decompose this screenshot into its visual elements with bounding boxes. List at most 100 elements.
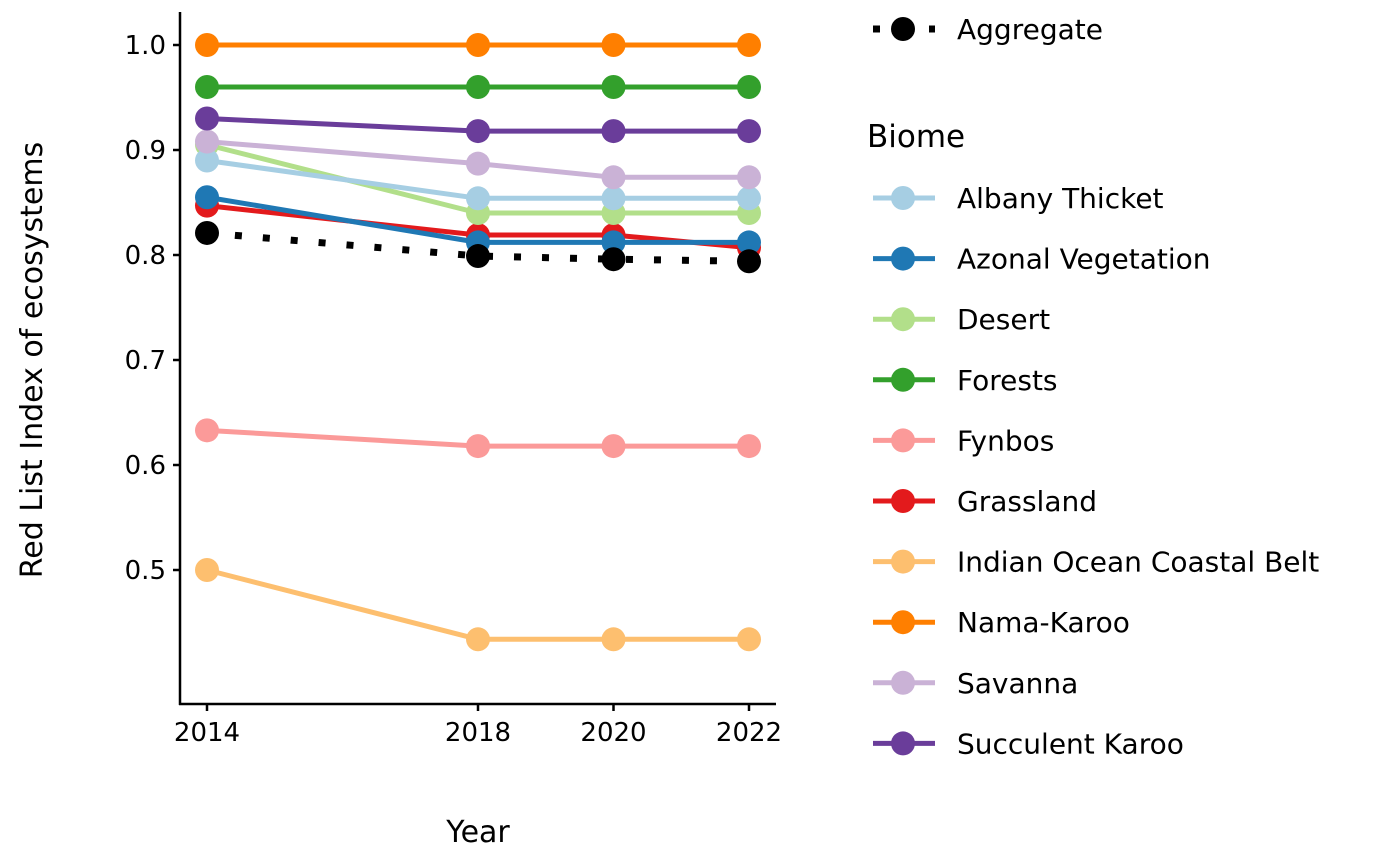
series-forests <box>195 75 761 99</box>
legend-item-nama-karoo[interactable]: Nama-Karoo <box>873 606 1130 639</box>
data-point-fynbos[interactable] <box>737 434 761 459</box>
data-point-aggregate[interactable] <box>601 247 626 272</box>
series-line-albany-thicket <box>206 158 749 201</box>
legend-marker <box>891 731 915 756</box>
data-point-azonal-vegetation[interactable] <box>737 230 761 255</box>
series-nama-karoo <box>195 33 761 57</box>
legend-item-aggregate[interactable]: Aggregate <box>873 13 1103 46</box>
series-line-azonal-vegetation <box>206 194 749 245</box>
x-tick-label: 2014 <box>174 718 240 748</box>
data-point-albany-thicket[interactable] <box>195 148 219 173</box>
data-point-succulent-karoo[interactable] <box>195 106 219 131</box>
data-point-azonal-vegetation[interactable] <box>195 185 219 210</box>
data-point-forests[interactable] <box>195 75 219 99</box>
series-aggregate <box>195 220 761 274</box>
series-succulent-karoo <box>195 106 761 144</box>
x-axis-title: Year <box>445 815 510 850</box>
data-point-savanna[interactable] <box>601 165 626 190</box>
data-point-savanna[interactable] <box>737 165 761 190</box>
legend-item-forests[interactable]: Forests <box>873 364 1058 397</box>
data-point-nama-karoo[interactable] <box>737 33 761 57</box>
data-point-indian-ocean-coastal-belt[interactable] <box>737 627 761 652</box>
legend-item-azonal-vegetation[interactable]: Azonal Vegetation <box>873 243 1211 276</box>
series-line-indian-ocean-coastal-belt <box>206 567 749 642</box>
x-tick-label: 2020 <box>580 718 646 748</box>
data-point-succulent-karoo[interactable] <box>601 119 626 144</box>
data-point-albany-thicket[interactable] <box>466 186 490 211</box>
x-ticks: 2014 2018 2020 2022 <box>174 704 782 748</box>
legend-label: Desert <box>957 303 1050 336</box>
legend-items: Albany Thicket Azonal Vegetation Desert For… <box>873 182 1319 760</box>
series-albany-thicket <box>195 148 761 211</box>
data-point-albany-thicket[interactable] <box>601 186 626 211</box>
legend-item-fynbos[interactable]: Fynbos <box>873 424 1054 457</box>
legend-aggregate-marker <box>891 17 915 41</box>
data-point-nama-karoo[interactable] <box>466 33 490 57</box>
series-line-fynbos <box>206 427 749 449</box>
legend-marker <box>891 670 915 695</box>
legend-item-grassland[interactable]: Grassland <box>873 485 1097 518</box>
y-tick-label: 0.8 <box>125 241 166 271</box>
data-point-savanna[interactable] <box>195 129 219 154</box>
legend-label: Succulent Karoo <box>957 727 1184 760</box>
data-point-aggregate[interactable] <box>195 220 219 245</box>
axes-layer: 0.5 0.6 0.7 0.8 0.9 1.0 2014 2018 2020 2022 Year… <box>15 12 782 850</box>
legend-marker <box>891 246 915 271</box>
legend-item-albany-thicket[interactable]: Albany Thicket <box>873 182 1164 215</box>
data-point-azonal-vegetation[interactable] <box>601 230 626 255</box>
legend-marker <box>891 549 915 574</box>
legend-marker <box>891 428 915 453</box>
series-line-savanna <box>206 139 749 180</box>
data-point-fynbos[interactable] <box>195 418 219 443</box>
legend-label: Forests <box>957 364 1058 397</box>
x-tick-label: 2018 <box>445 718 511 748</box>
y-ticks: 0.5 0.6 0.7 0.8 0.9 1.0 <box>125 31 180 586</box>
data-point-forests[interactable] <box>601 75 626 99</box>
series-fynbos <box>195 418 761 459</box>
data-point-succulent-karoo[interactable] <box>466 119 490 144</box>
legend-label: Indian Ocean Coastal Belt <box>957 546 1319 579</box>
data-point-fynbos[interactable] <box>601 434 626 459</box>
data-point-forests[interactable] <box>466 75 490 99</box>
y-tick-label: 0.6 <box>125 451 166 481</box>
data-point-indian-ocean-coastal-belt[interactable] <box>601 627 626 652</box>
legend-aggregate-label: Aggregate <box>957 13 1103 46</box>
legend-item-desert[interactable]: Desert <box>873 303 1050 336</box>
legend-label: Savanna <box>957 667 1078 700</box>
data-point-indian-ocean-coastal-belt[interactable] <box>466 627 490 652</box>
data-point-albany-thicket[interactable] <box>737 186 761 211</box>
legend-label: Fynbos <box>957 424 1054 457</box>
legend-item-indian-ocean-coastal-belt[interactable]: Indian Ocean Coastal Belt <box>873 546 1319 579</box>
data-point-nama-karoo[interactable] <box>195 33 219 57</box>
legend-marker <box>891 489 915 513</box>
legend-label: Grassland <box>957 485 1097 518</box>
data-point-savanna[interactable] <box>466 151 490 176</box>
legend-item-savanna[interactable]: Savanna <box>873 667 1078 700</box>
legend: Aggregate Biome Albany Thicket Azonal Veg… <box>867 13 1319 760</box>
series-line-succulent-karoo <box>206 116 749 134</box>
y-tick-label: 0.5 <box>125 556 166 586</box>
data-point-forests[interactable] <box>737 75 761 99</box>
legend-label: Albany Thicket <box>957 182 1164 215</box>
legend-marker <box>891 367 915 392</box>
y-tick-label: 1.0 <box>125 31 166 61</box>
data-point-nama-karoo[interactable] <box>601 33 626 57</box>
series-line-aggregate <box>206 229 750 265</box>
legend-item-succulent-karoo[interactable]: Succulent Karoo <box>873 727 1184 760</box>
legend-title: Biome <box>867 119 965 155</box>
data-point-aggregate[interactable] <box>737 249 761 274</box>
y-tick-label: 0.7 <box>125 346 166 376</box>
legend-label: Azonal Vegetation <box>957 243 1211 276</box>
legend-marker <box>891 186 915 210</box>
y-axis-title: Red List Index of ecosystems <box>15 142 50 578</box>
series-indian-ocean-coastal-belt <box>195 558 761 652</box>
data-point-fynbos[interactable] <box>466 434 490 459</box>
x-tick-label: 2022 <box>716 718 782 748</box>
data-point-aggregate[interactable] <box>466 244 490 269</box>
legend-marker <box>891 610 915 635</box>
legend-marker <box>891 307 915 332</box>
data-point-indian-ocean-coastal-belt[interactable] <box>195 558 219 582</box>
y-tick-label: 0.9 <box>125 136 166 166</box>
data-point-succulent-karoo[interactable] <box>737 119 761 144</box>
